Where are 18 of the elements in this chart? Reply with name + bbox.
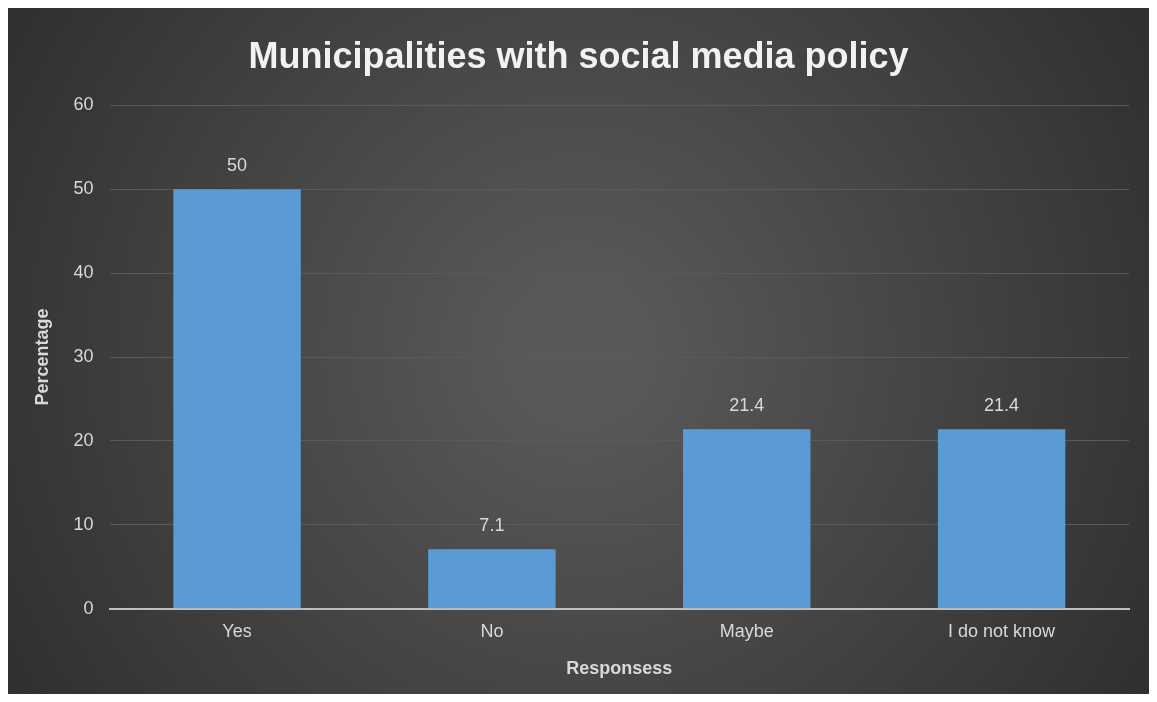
x-tick-label: Yes: [222, 620, 252, 641]
y-tick-label: 60: [73, 94, 94, 115]
y-tick-label: 30: [73, 345, 94, 366]
x-tick-label: I do not know: [948, 620, 1057, 641]
x-tick-label: No: [480, 620, 504, 641]
data-label: 7.1: [479, 515, 505, 536]
data-label: 50: [227, 155, 248, 176]
y-tick-label: 50: [73, 178, 94, 199]
y-tick-label: 40: [73, 262, 94, 283]
y-tick-label: 10: [73, 513, 94, 534]
y-tick-label: 20: [73, 429, 94, 450]
chart-title: Municipalities with social media policy: [248, 34, 909, 76]
data-label: 21.4: [729, 395, 765, 416]
x-axis-title: Responsess: [566, 658, 673, 679]
data-label: 21.4: [984, 395, 1020, 416]
y-tick-label: 0: [83, 597, 94, 618]
y-axis-title: Percentage: [31, 308, 52, 406]
x-tick-label: Maybe: [719, 620, 774, 641]
